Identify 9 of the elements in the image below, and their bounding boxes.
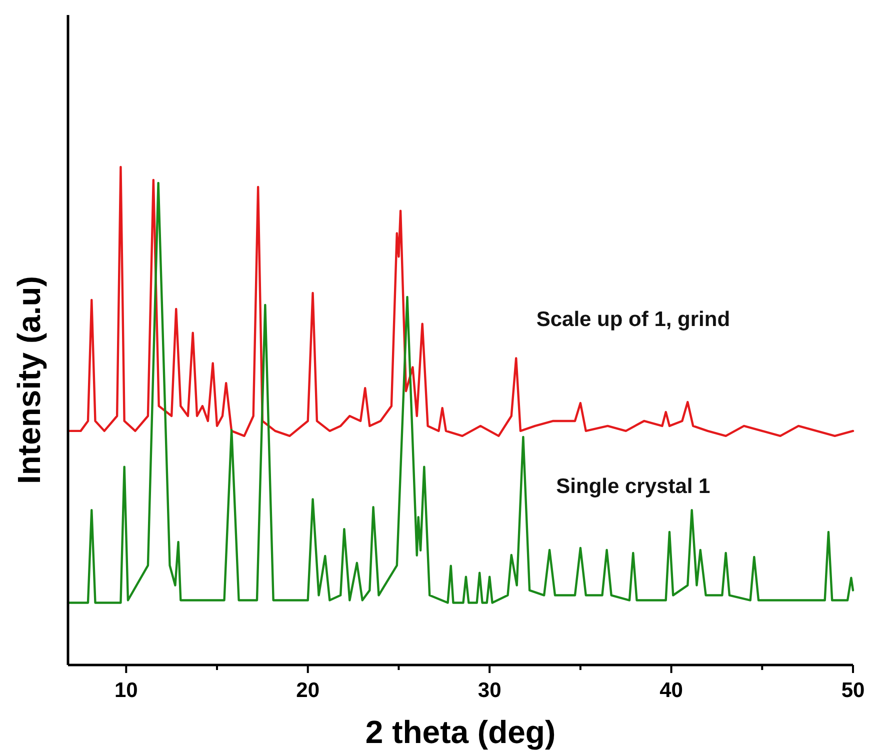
x-tick-label: 40: [660, 679, 683, 702]
series-label: Scale up of 1, grind: [536, 308, 730, 331]
x-tick-label: 30: [478, 679, 502, 702]
series-label: Single crystal 1: [556, 474, 711, 498]
y-axis-title: Intensity (a.u): [11, 276, 47, 484]
x-tick-label: 10: [114, 679, 138, 702]
x-tick-label: 50: [841, 679, 865, 702]
x-axis-title: 2 theta (deg): [365, 714, 556, 750]
x-tick-label: 20: [296, 679, 320, 702]
